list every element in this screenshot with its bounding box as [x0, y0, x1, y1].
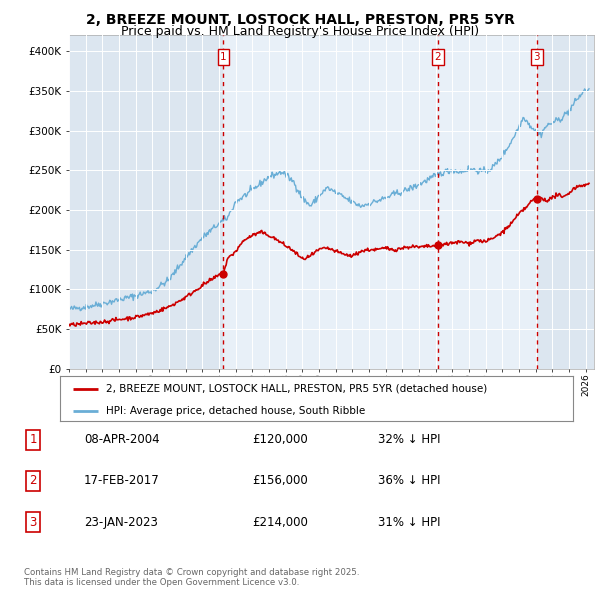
Text: 17-FEB-2017: 17-FEB-2017	[84, 474, 160, 487]
Text: 08-APR-2004: 08-APR-2004	[84, 433, 160, 446]
Text: 2, BREEZE MOUNT, LOSTOCK HALL, PRESTON, PR5 5YR: 2, BREEZE MOUNT, LOSTOCK HALL, PRESTON, …	[86, 13, 514, 27]
Text: Contains HM Land Registry data © Crown copyright and database right 2025.
This d: Contains HM Land Registry data © Crown c…	[24, 568, 359, 587]
Bar	[223, 35, 437, 369]
Text: 1: 1	[220, 52, 227, 62]
Text: 36% ↓ HPI: 36% ↓ HPI	[378, 474, 440, 487]
Text: HPI: Average price, detached house, South Ribble: HPI: Average price, detached house, Sout…	[106, 406, 365, 416]
Text: 2, BREEZE MOUNT, LOSTOCK HALL, PRESTON, PR5 5YR (detached house): 2, BREEZE MOUNT, LOSTOCK HALL, PRESTON, …	[106, 384, 487, 394]
Text: £120,000: £120,000	[252, 433, 308, 446]
Text: 23-JAN-2023: 23-JAN-2023	[84, 516, 158, 529]
Text: £156,000: £156,000	[252, 474, 308, 487]
Text: 3: 3	[533, 52, 540, 62]
Text: 1: 1	[29, 433, 37, 446]
Text: 32% ↓ HPI: 32% ↓ HPI	[378, 433, 440, 446]
Text: £214,000: £214,000	[252, 516, 308, 529]
Text: 2: 2	[434, 52, 441, 62]
Text: 2: 2	[29, 474, 37, 487]
Text: Price paid vs. HM Land Registry's House Price Index (HPI): Price paid vs. HM Land Registry's House …	[121, 25, 479, 38]
Text: 31% ↓ HPI: 31% ↓ HPI	[378, 516, 440, 529]
Text: 3: 3	[29, 516, 37, 529]
Bar	[437, 35, 537, 369]
